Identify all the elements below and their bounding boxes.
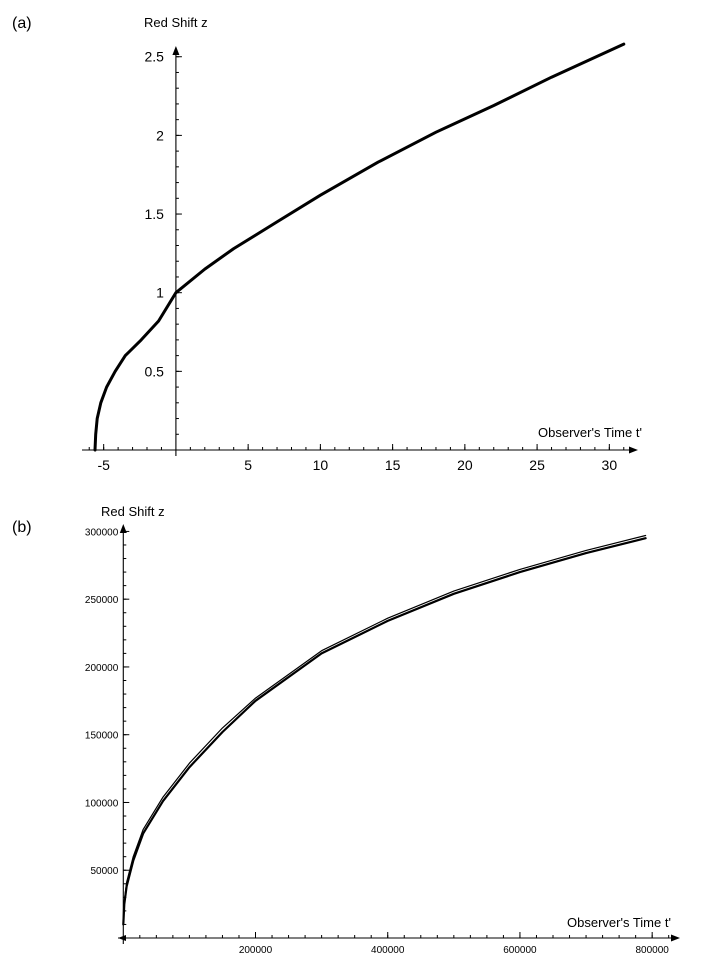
y-tick-label: 300000 — [85, 527, 119, 538]
x-axis-arrow — [671, 934, 680, 942]
series-line-1 — [122, 537, 647, 926]
y-tick-label: 2 — [156, 127, 164, 143]
y-tick-label: 1 — [156, 285, 164, 301]
panel-b-axes — [118, 524, 680, 944]
x-tick-label: 10 — [313, 457, 329, 473]
panel-b-ticks: 200000 400000 600000 800000 50000 100000 15000… — [85, 527, 669, 956]
x-tick-label: 400000 — [371, 945, 405, 956]
panel-a-ticks: -5 5 10 15 20 25 30 0.5 1 1.5 2 2.5 — [88, 49, 625, 473]
x-tick-label: 20 — [457, 457, 473, 473]
x-tick-label: 800000 — [635, 945, 669, 956]
panel-a-axes — [82, 46, 638, 456]
x-tick-label: 15 — [385, 457, 401, 473]
series-line-1 — [93, 42, 626, 452]
panel-a-x-axis-title: Observer's Time t' — [538, 425, 642, 440]
panel-b-curves — [122, 534, 647, 926]
y-tick-label: 2.5 — [144, 49, 164, 65]
y-tick-label: 150000 — [85, 731, 119, 742]
y-tick-label: 100000 — [85, 798, 119, 809]
panel-b-label: (b) — [12, 519, 32, 536]
chart-panel-a: (a) Red Shift z Observer's Time t' -5 5 10… — [12, 15, 642, 473]
chart-panel-b: (b) Red Shift z Observer's Time t' 20000… — [12, 504, 680, 956]
x-tick-label: 5 — [244, 457, 252, 473]
y-tick-label: 0.5 — [144, 363, 164, 379]
panel-b-y-axis-title: Red Shift z — [101, 504, 165, 519]
x-axis-arrow — [629, 446, 638, 454]
x-tick-label: 200000 — [239, 945, 273, 956]
panel-a-y-axis-title: Red Shift z — [144, 15, 208, 30]
x-tick-label: -5 — [97, 457, 110, 473]
panel-b-x-axis-title: Observer's Time t' — [567, 915, 671, 930]
y-axis-arrow — [119, 524, 127, 533]
x-axis-left-arrow — [118, 935, 126, 941]
panel-a-curves — [93, 42, 626, 452]
x-tick-label: 600000 — [503, 945, 537, 956]
x-tick-label: 25 — [529, 457, 545, 473]
y-tick-label: 200000 — [85, 663, 119, 674]
panel-a-label: (a) — [12, 15, 32, 32]
x-tick-label: 30 — [602, 457, 618, 473]
y-axis-arrow — [172, 46, 180, 55]
y-tick-label: 50000 — [90, 866, 118, 877]
series-line-2 — [122, 534, 647, 926]
y-tick-label: 1.5 — [144, 206, 164, 222]
y-tick-label: 250000 — [85, 595, 119, 606]
